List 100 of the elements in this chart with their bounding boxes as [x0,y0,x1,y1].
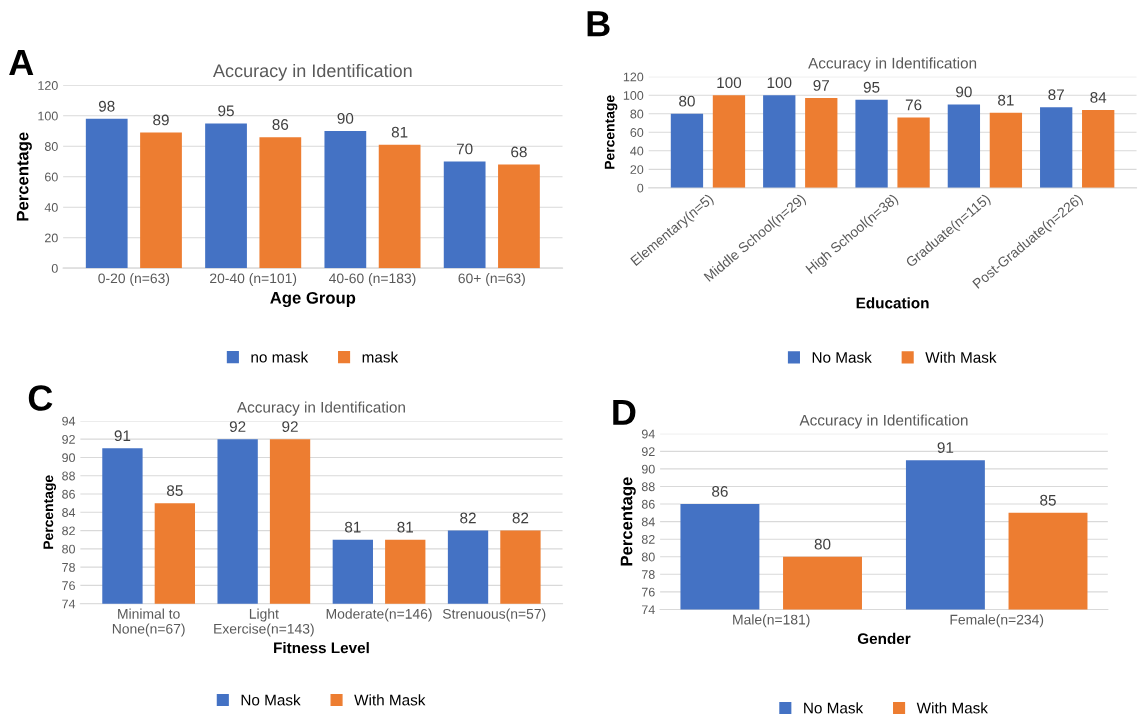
data-label: 95 [218,105,234,117]
bar [855,99,888,188]
text: B [587,11,610,37]
bar [498,164,540,269]
y-tick-label: 40 [44,203,58,212]
chart-title: Accuracy in Identification [799,414,968,429]
data-label: 92 [229,421,246,432]
y-tick-label: 100 [623,91,644,100]
y-tick-label: 94 [641,429,655,439]
bar [989,112,1023,188]
x-tick-label: Female(n=234) [950,614,1044,628]
legend-label: No Mask [812,351,872,363]
bar [763,95,796,188]
x-tick-label: Light Exercise(n=143) [214,608,314,637]
data-label: 81 [391,126,408,138]
x-tick-label: Moderate(n=146) [326,608,432,622]
y-tick-label: 60 [45,172,58,182]
y-tick-label: 20 [630,165,644,174]
bar [947,104,981,188]
data-label: 90 [337,113,354,124]
data-label: 76 [905,99,922,111]
bar [378,144,421,269]
y-axis-title: Percentage [620,477,636,566]
text: D [613,399,636,425]
data-label: 92 [282,421,298,432]
y-tick-label: 84 [62,508,76,517]
bar [670,113,704,188]
y-tick-label: 74 [62,599,76,609]
bar [897,117,930,188]
bar [712,95,746,188]
data-label: 85 [167,485,183,496]
data-label: 97 [813,80,829,91]
chart-title: Accuracy in Identification [213,63,412,81]
data-label: 68 [511,146,527,158]
bar [1082,110,1115,188]
y-tick-label: 60 [630,128,644,137]
y-tick-label: 80 [630,109,644,119]
chart-title: Accuracy in Identification [808,57,977,72]
data-label: 91 [114,430,131,442]
y-tick-label: 76 [62,581,75,591]
y-tick-label: 120 [623,72,644,82]
legend-label: No Mask [241,694,301,706]
x-tick-label: 40-60 (n=183) [328,273,416,286]
data-label: 87 [1048,89,1064,101]
bar [259,137,302,269]
y-tick-label: 86 [62,489,75,499]
data-label: 82 [460,512,476,524]
y-tick-label: 0 [51,263,58,273]
y-tick-label: 74 [641,605,655,614]
data-label: 89 [153,114,169,126]
text: A [9,50,34,75]
y-tick-label: 90 [62,453,76,463]
data-label: 95 [863,81,880,93]
y-tick-label: 78 [62,562,75,572]
bar [324,131,367,269]
y-tick-label: 82 [62,526,75,536]
legend-label: no mask [251,351,309,363]
x-tick-label: Minimal to None(n=67) [112,608,185,637]
y-tick-label: 100 [38,111,58,121]
legend-label: With Mask [916,702,988,714]
y-tick-label: 40 [630,146,644,156]
y-tick-label: 0 [637,183,644,193]
data-label: 85 [1040,494,1056,506]
y-tick-label: 90 [641,464,655,474]
x-tick-label: Male(n=181) [733,614,810,628]
x-tick-label: Strenuous(n=57) [442,608,546,622]
y-tick-label: 88 [62,471,75,481]
data-label: 90 [956,86,972,98]
x-tick-label: 60+ (n=63) [458,273,525,286]
legend-label: No Mask [804,702,864,714]
bar [205,123,247,269]
x-axis-title: Education [856,297,929,309]
data-label: 91 [937,442,954,453]
bar [805,98,838,188]
y-axis-title: Percentage [43,475,57,549]
x-tick-label: 0-20 (n=63) [98,273,170,286]
chart-title: Accuracy in Identification [236,401,405,416]
data-label: 81 [998,94,1014,106]
data-label: 81 [345,521,361,533]
y-tick-label: 82 [641,534,655,544]
y-tick-label: 80 [44,142,58,151]
bar [1040,107,1073,188]
x-axis-title: Gender [857,632,911,645]
x-tick-label: 20-40 (n=101) [210,273,297,286]
x-axis-title: Fitness Level [274,642,369,654]
bar [85,118,128,269]
data-label: 84 [1090,92,1107,103]
legend-label: With Mask [354,694,426,706]
y-axis-title: Percentage [16,132,32,221]
y-tick-label: 78 [641,570,655,579]
y-tick-label: 76 [641,587,655,597]
y-tick-label: 80 [62,544,76,554]
data-label: 100 [717,77,742,89]
data-label: 80 [679,95,695,107]
bar [140,132,182,269]
text: C [28,385,53,411]
legend-label: mask [362,351,399,363]
y-tick-label: 94 [62,416,76,426]
data-label: 86 [712,486,728,497]
legend-label: With Mask [925,351,997,363]
